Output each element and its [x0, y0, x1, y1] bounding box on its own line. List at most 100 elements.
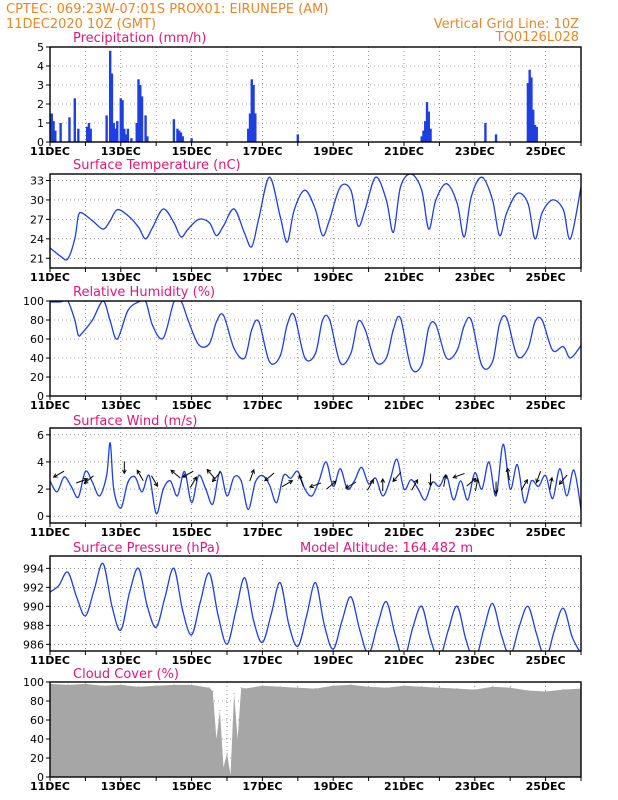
wind-panel: 0 2 4 6 11DEC 13DEC 15DEC 17DEC 19DEC 21DEC 23DEC 2… — [30, 427, 582, 539]
humidity-point — [233, 347, 235, 350]
wind-arrow — [76, 478, 88, 484]
cloud-cover-point — [137, 686, 140, 688]
humidity-title: Relative Humidity (%) — [73, 285, 215, 300]
wind-point — [396, 458, 398, 460]
y-tick-label: 40 — [30, 352, 44, 365]
pressure-point — [376, 624, 379, 626]
wind-arrow — [475, 479, 479, 491]
temperature-point — [435, 199, 437, 201]
x-tick-label: 15DEC — [172, 271, 212, 284]
wind-point — [98, 495, 101, 497]
pressure-point — [199, 601, 202, 603]
precipitation-bar — [119, 98, 122, 142]
precipitation-bar — [139, 85, 142, 142]
wind-arrow — [392, 471, 402, 482]
precipitation-bar — [254, 113, 257, 142]
precipitation-bar — [427, 111, 430, 142]
temperature-point — [456, 202, 458, 204]
temperature-point — [173, 222, 175, 224]
precipitation-bar — [59, 123, 62, 142]
pressure-point — [58, 584, 60, 587]
y-tick-label: 100 — [23, 676, 44, 689]
x-tick-label: 25DEC — [526, 780, 566, 793]
temperature-point — [357, 225, 359, 227]
wind-point — [226, 495, 228, 497]
x-tick-label: 19DEC — [313, 399, 353, 412]
pressure-point — [279, 582, 281, 584]
y-tick-label: 0 — [37, 771, 44, 784]
precipitation-bar — [123, 128, 126, 142]
y-tick-label: 0 — [37, 136, 44, 149]
cloud-cover-point — [527, 689, 529, 692]
precipitation-title: Precipitation (mm/h) — [73, 31, 206, 46]
humidity-point — [244, 357, 246, 359]
cloud-cover-point — [173, 684, 175, 686]
x-tick-label: 19DEC — [313, 271, 353, 284]
humidity-point — [392, 328, 394, 331]
temperature-point — [109, 220, 111, 222]
wind-point — [360, 466, 363, 468]
x-tick-label: 13DEC — [101, 399, 141, 412]
wind-arrow — [549, 477, 553, 490]
temperature-point — [421, 189, 423, 191]
wind-point — [219, 470, 221, 473]
wind-arrow — [206, 469, 216, 480]
wind-arrow — [366, 479, 374, 491]
precipitation-bar — [73, 98, 76, 142]
wind-point — [247, 508, 249, 511]
y-tick-label: 6 — [37, 429, 44, 442]
precipitation-bar — [532, 109, 535, 142]
wind-point — [240, 480, 242, 482]
x-tick-label: 21DEC — [384, 145, 424, 158]
x-tick-label: 17DEC — [242, 654, 282, 667]
temperature-frame — [49, 173, 582, 269]
temperature-point — [375, 176, 377, 178]
temperature-point — [329, 218, 331, 220]
x-tick-label: 21DEC — [384, 780, 424, 793]
wind-arrow-head — [298, 474, 303, 480]
temperature-point — [527, 202, 529, 204]
precipitation-bar — [126, 128, 130, 142]
wind-point — [120, 507, 122, 509]
wind-point — [382, 495, 384, 497]
cloud-cover-point — [215, 738, 217, 740]
wind-arrow-head — [392, 477, 397, 483]
precipitation-bar — [116, 121, 119, 142]
humidity-point — [562, 346, 564, 348]
humidity-point — [456, 349, 458, 351]
wind-point — [545, 474, 547, 477]
wind-point — [566, 495, 568, 497]
cloud-cover-point — [84, 683, 86, 685]
precipitation-bar — [181, 136, 184, 142]
x-tick-label: 11DEC — [30, 399, 70, 412]
cloud-cover-point — [208, 687, 210, 689]
wind-point — [389, 480, 391, 482]
temperature-point — [534, 238, 536, 240]
wind-arrow-head — [474, 478, 480, 484]
precipitation-bar — [110, 73, 114, 142]
wind-point — [467, 499, 469, 501]
x-tick-label: 17DEC — [242, 399, 282, 412]
temperature-point — [286, 241, 288, 243]
cloud-cover-point — [562, 689, 564, 691]
wind-arrow — [170, 469, 181, 479]
y-tick-label: 40 — [30, 733, 44, 746]
pressure-point — [491, 602, 494, 605]
temperature-point — [222, 225, 225, 227]
precipitation-bar — [68, 117, 71, 142]
cloud-cover-point — [219, 709, 221, 712]
pressure-point — [341, 620, 343, 622]
temperature-point — [279, 215, 281, 217]
cloud-cover-panel: 0 20 40 60 80 100 11DEC 13DEC 15DEC 17DEC 19DEC 21D… — [23, 676, 582, 793]
wind-point — [410, 478, 412, 481]
precipitation-bar — [85, 126, 89, 142]
y-tick-label: 80 — [30, 314, 44, 327]
x-tick-label: 19DEC — [313, 654, 353, 667]
wind-point — [452, 499, 455, 501]
y-tick-label: 100 — [23, 295, 44, 308]
wind-point — [191, 502, 193, 504]
x-tick-label: 13DEC — [101, 526, 141, 539]
humidity-point — [116, 338, 118, 340]
precipitation-bar — [420, 136, 423, 142]
y-tick-label: 3 — [37, 79, 44, 92]
